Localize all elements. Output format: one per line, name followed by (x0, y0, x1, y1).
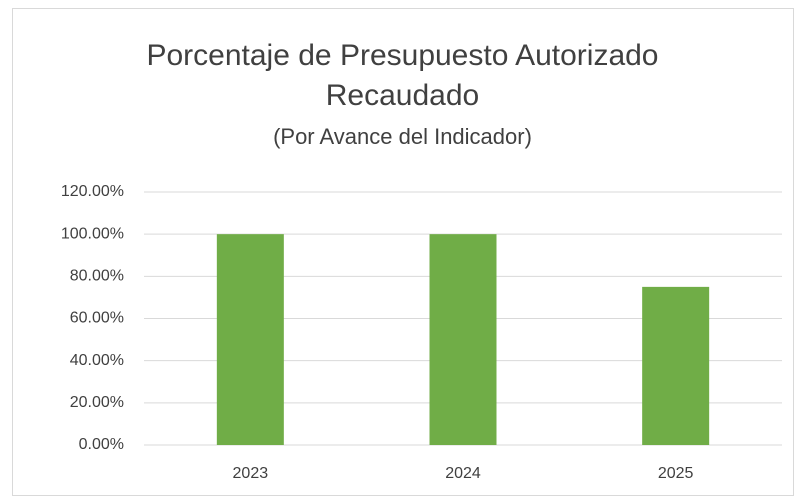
y-tick-label: 80.00% (70, 268, 124, 285)
bar (216, 234, 284, 445)
bar (642, 286, 710, 445)
y-tick-label: 100.00% (61, 225, 124, 242)
y-tick-label: 120.00% (61, 183, 124, 200)
bar (429, 234, 497, 445)
x-tick-label: 2023 (233, 465, 269, 482)
chart-title-box: Porcentaje de Presupuesto Autorizado Rec… (0, 36, 805, 116)
x-tick-label: 2024 (445, 465, 481, 482)
y-tick-label: 60.00% (70, 310, 124, 327)
y-tick-label: 20.00% (70, 394, 124, 411)
chart-title: Porcentaje de Presupuesto Autorizado Rec… (146, 39, 659, 112)
y-tick-label: 40.00% (70, 352, 124, 369)
x-tick-label: 2025 (658, 465, 694, 482)
chart-subtitle: (Por Avance del Indicador) (273, 124, 532, 149)
chart-frame (12, 8, 794, 496)
y-tick-label: 0.00% (79, 436, 124, 453)
